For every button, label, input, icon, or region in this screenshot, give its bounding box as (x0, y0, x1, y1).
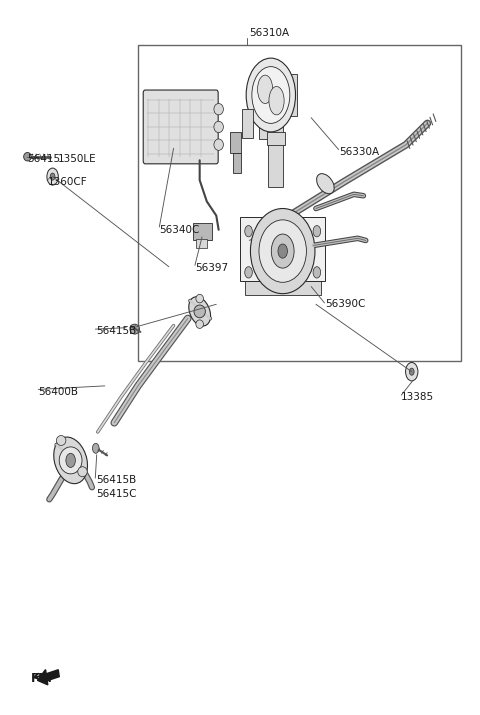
Text: 56415C: 56415C (96, 489, 136, 499)
Ellipse shape (278, 244, 288, 258)
Ellipse shape (130, 324, 139, 334)
Bar (259, 127, 283, 139)
Ellipse shape (245, 267, 252, 278)
FancyArrow shape (37, 670, 59, 685)
Ellipse shape (66, 453, 75, 468)
Ellipse shape (50, 173, 55, 180)
Bar (266, 132, 285, 144)
Ellipse shape (406, 363, 418, 381)
Text: 56400B: 56400B (38, 387, 78, 397)
Bar (242, 109, 253, 137)
Text: 1350LE: 1350LE (57, 154, 96, 164)
Ellipse shape (252, 66, 290, 124)
Bar (192, 222, 212, 240)
Ellipse shape (214, 122, 223, 132)
Bar (245, 278, 321, 295)
Ellipse shape (214, 104, 223, 115)
Ellipse shape (313, 267, 321, 278)
Bar (196, 239, 207, 247)
Ellipse shape (59, 447, 82, 474)
Ellipse shape (54, 437, 87, 483)
Text: 56390C: 56390C (325, 300, 366, 310)
Ellipse shape (24, 152, 31, 161)
Text: 1360CF: 1360CF (48, 177, 87, 187)
Text: 56415B: 56415B (96, 475, 136, 485)
Text: 56397: 56397 (195, 263, 228, 273)
Ellipse shape (93, 443, 99, 453)
Ellipse shape (246, 58, 296, 132)
Ellipse shape (317, 174, 334, 194)
Ellipse shape (258, 75, 273, 104)
Ellipse shape (269, 87, 284, 115)
Ellipse shape (189, 297, 211, 326)
Ellipse shape (196, 295, 204, 303)
Text: 56340C: 56340C (159, 225, 200, 235)
FancyBboxPatch shape (143, 90, 218, 164)
Ellipse shape (194, 305, 205, 317)
Ellipse shape (245, 225, 252, 237)
Ellipse shape (196, 320, 204, 328)
Ellipse shape (271, 234, 294, 268)
Bar (229, 132, 241, 153)
Text: 56415B: 56415B (96, 325, 136, 335)
Bar (289, 74, 298, 117)
Bar (268, 141, 283, 187)
Bar (233, 153, 241, 173)
Text: 56330A: 56330A (340, 147, 380, 157)
Ellipse shape (214, 139, 223, 150)
Ellipse shape (409, 368, 414, 375)
Bar (240, 217, 325, 281)
Ellipse shape (78, 467, 87, 477)
Ellipse shape (251, 209, 315, 294)
Text: 13385: 13385 (401, 393, 434, 403)
Ellipse shape (47, 168, 58, 185)
Bar (138, 45, 461, 361)
Text: FR.: FR. (31, 671, 53, 685)
Ellipse shape (313, 225, 321, 237)
Text: 56310A: 56310A (250, 28, 289, 38)
Ellipse shape (56, 435, 66, 445)
Text: 56415: 56415 (27, 154, 60, 164)
Ellipse shape (259, 220, 306, 282)
